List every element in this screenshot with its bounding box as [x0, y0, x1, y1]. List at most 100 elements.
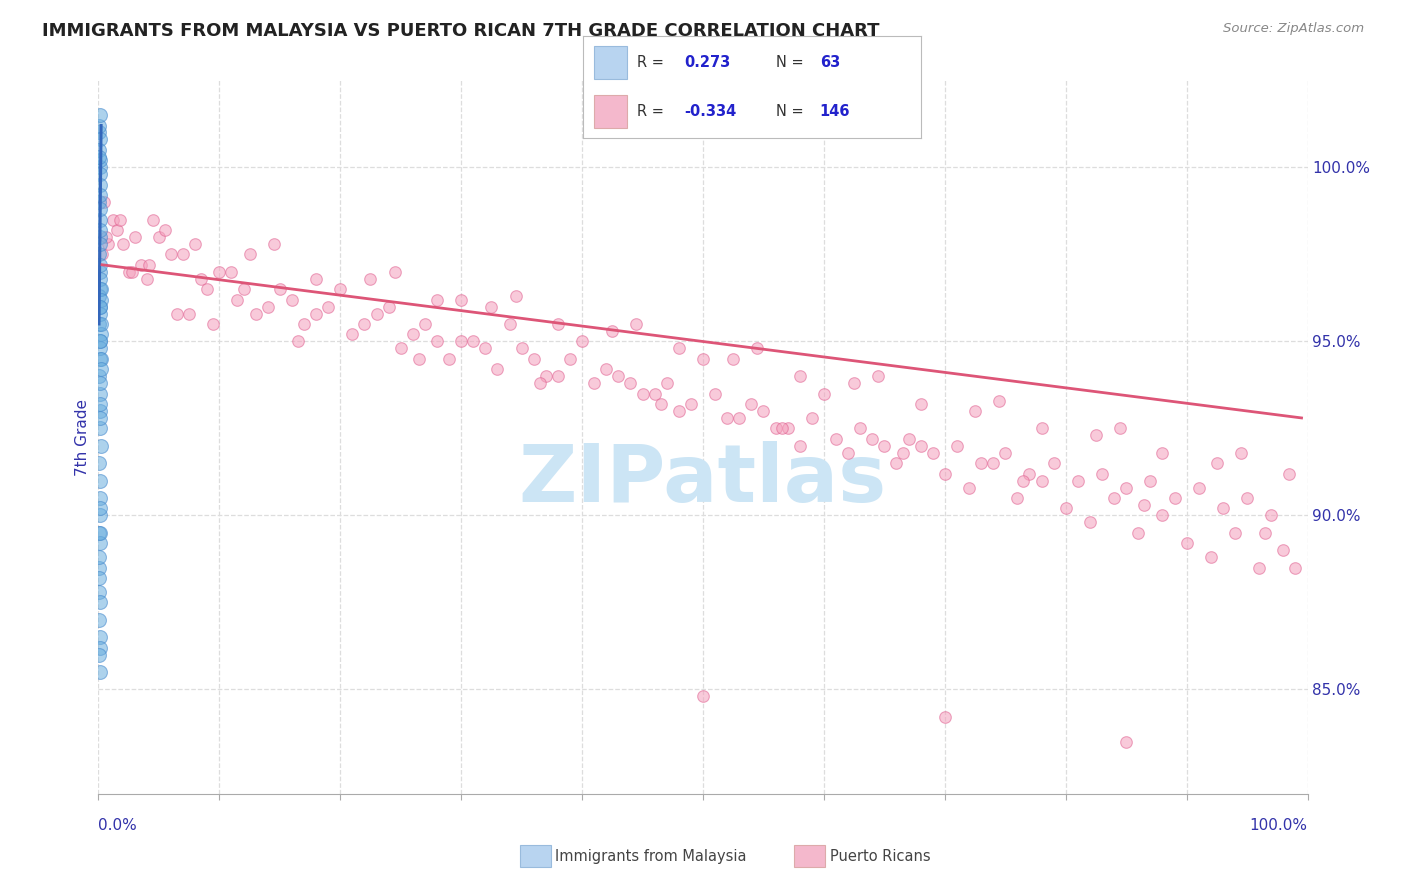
Point — [897, 432, 920, 446]
Point — [1163, 491, 1185, 505]
Point — [1007, 491, 1029, 505]
Point — [353, 317, 375, 331]
Point — [121, 265, 143, 279]
Point — [1152, 508, 1174, 523]
Point — [89, 271, 111, 285]
Point — [263, 236, 285, 251]
Point — [1175, 536, 1198, 550]
Text: R =: R = — [637, 54, 665, 70]
Point — [1054, 501, 1077, 516]
Point — [1018, 467, 1040, 481]
Point — [89, 525, 111, 540]
Point — [1272, 543, 1295, 558]
Point — [910, 439, 932, 453]
Point — [1128, 525, 1150, 540]
Text: 100.0%: 100.0% — [1250, 818, 1308, 832]
Point — [89, 265, 111, 279]
Point — [679, 397, 702, 411]
Point — [89, 665, 111, 679]
Bar — [593, 45, 627, 78]
Point — [1031, 474, 1053, 488]
Point — [1115, 734, 1137, 748]
Point — [281, 293, 304, 307]
Point — [89, 247, 111, 261]
Point — [747, 341, 769, 355]
Point — [523, 351, 546, 366]
Point — [426, 293, 449, 307]
Point — [89, 351, 111, 366]
Point — [118, 265, 141, 279]
Point — [89, 188, 111, 202]
Point — [789, 369, 811, 384]
Point — [89, 536, 111, 550]
Point — [89, 595, 111, 609]
Point — [190, 271, 212, 285]
Point — [1236, 491, 1258, 505]
Point — [135, 271, 157, 285]
Point — [360, 271, 382, 285]
Point — [934, 710, 956, 724]
Point — [287, 334, 309, 349]
Point — [970, 456, 993, 470]
Point — [547, 317, 569, 331]
Point — [89, 282, 111, 296]
Point — [1254, 525, 1277, 540]
Point — [704, 386, 727, 401]
Text: 146: 146 — [820, 104, 851, 120]
Y-axis label: 7th Grade: 7th Grade — [75, 399, 90, 475]
Point — [389, 341, 412, 355]
Point — [1133, 498, 1156, 512]
Point — [89, 421, 111, 435]
Point — [89, 525, 111, 540]
Point — [89, 334, 111, 349]
Point — [89, 108, 111, 122]
Point — [1042, 456, 1064, 470]
Point — [965, 404, 987, 418]
Point — [650, 397, 672, 411]
Point — [89, 613, 111, 627]
Point — [765, 421, 787, 435]
Point — [89, 571, 111, 585]
Point — [619, 376, 641, 391]
Point — [94, 230, 117, 244]
Point — [89, 508, 111, 523]
Point — [232, 282, 254, 296]
Point — [129, 258, 152, 272]
Point — [583, 376, 606, 391]
Point — [1260, 508, 1282, 523]
Point — [89, 178, 111, 192]
Point — [474, 341, 496, 355]
Point — [160, 247, 183, 261]
Point — [1139, 474, 1161, 488]
Point — [1230, 446, 1253, 460]
Point — [89, 230, 111, 244]
Point — [111, 236, 134, 251]
Point — [93, 195, 115, 210]
Point — [91, 247, 114, 261]
Point — [89, 212, 111, 227]
Point — [97, 236, 120, 251]
Text: 63: 63 — [820, 54, 839, 70]
Text: Source: ZipAtlas.com: Source: ZipAtlas.com — [1223, 22, 1364, 36]
Point — [384, 265, 406, 279]
Point — [292, 317, 315, 331]
Point — [413, 317, 436, 331]
Point — [450, 293, 472, 307]
Point — [934, 467, 956, 481]
Point — [89, 550, 111, 565]
Point — [89, 404, 111, 418]
Point — [89, 474, 111, 488]
Point — [994, 446, 1017, 460]
Point — [981, 456, 1004, 470]
Point — [1109, 421, 1132, 435]
Text: Puerto Ricans: Puerto Ricans — [830, 849, 931, 863]
Point — [402, 327, 425, 342]
Point — [437, 351, 460, 366]
Point — [89, 334, 111, 349]
Point — [1012, 474, 1035, 488]
Point — [87, 560, 110, 574]
Point — [89, 386, 111, 401]
Point — [571, 334, 593, 349]
Point — [426, 334, 449, 349]
Point — [89, 648, 111, 662]
